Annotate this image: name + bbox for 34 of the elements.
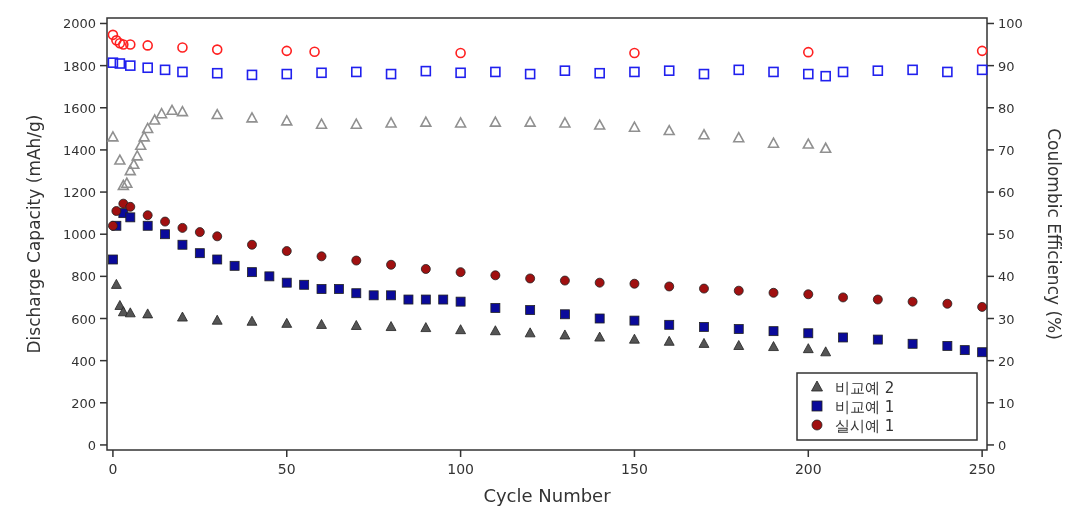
- y-tick-label: 0: [87, 437, 96, 453]
- y-tick-label: 2000: [62, 16, 96, 32]
- y-tick-label: 1600: [62, 100, 96, 116]
- x-tick-label: 150: [621, 461, 648, 477]
- y-tick-label: 400: [71, 353, 96, 369]
- x-tick-label: 250: [968, 461, 996, 477]
- x-axis-title: Cycle Number: [483, 485, 612, 506]
- y2-tick-label: 30: [998, 311, 1015, 327]
- y-tick-label: 1200: [62, 185, 96, 201]
- y-tick-label: 200: [71, 395, 96, 411]
- y2-axis-title: Coulombic Efficiency (%): [1044, 128, 1064, 340]
- y2-tick-label: 0: [998, 437, 1007, 453]
- y-tick-label: 1400: [62, 142, 96, 158]
- y2-tick-label: 40: [998, 269, 1015, 285]
- y2-tick-label: 10: [998, 395, 1015, 411]
- y2-tick-label: 90: [998, 58, 1015, 74]
- legend-label: 비교예 1: [835, 398, 895, 416]
- x-tick-label: 100: [447, 461, 474, 477]
- y-tick-label: 800: [71, 269, 96, 285]
- legend-label: 실시예 1: [835, 417, 895, 435]
- y-tick-label: 1800: [62, 58, 96, 74]
- y2-tick-label: 60: [998, 185, 1015, 201]
- x-tick-label: 50: [277, 461, 296, 477]
- y2-tick-label: 70: [998, 142, 1015, 158]
- y-tick-label: 1000: [62, 227, 96, 243]
- x-tick-label: 200: [794, 461, 822, 477]
- y2-tick-label: 80: [998, 100, 1015, 116]
- y2-tick-label: 50: [998, 227, 1015, 243]
- legend-label: 비교예 2: [835, 379, 895, 397]
- y2-tick-label: 20: [998, 353, 1015, 369]
- y2-tick-label: 100: [998, 16, 1023, 32]
- y-axis-title: Discharge Capacity (mAh/g): [24, 114, 44, 354]
- y-tick-label: 600: [71, 311, 96, 327]
- x-tick-label: 0: [108, 461, 118, 477]
